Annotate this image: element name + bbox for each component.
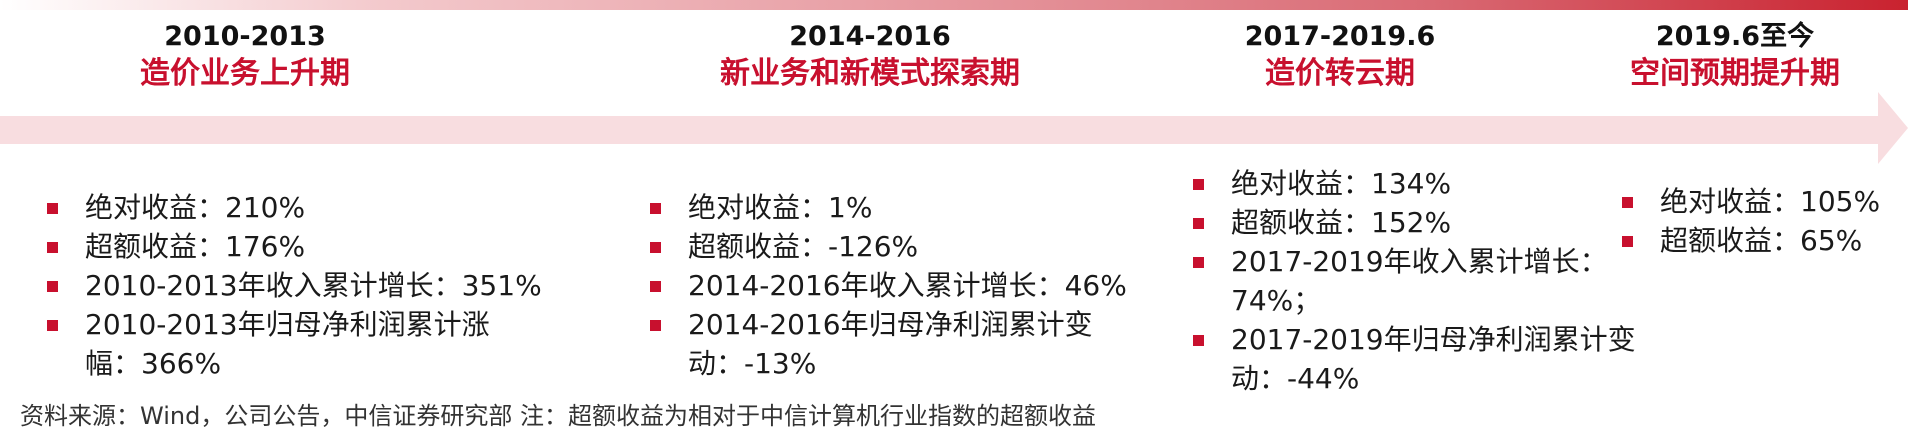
bullet-square-icon [1622,197,1633,208]
phase-bullets-3: 绝对收益：134% 超额收益：152% 2017-2019年收入累计增长：74%… [1193,164,1653,398]
list-item: 绝对收益：134% [1193,164,1653,203]
phase-header-4: 2019.6至今 空间预期提升期 [1615,20,1855,94]
phase-period: 2017-2019.6 [1244,21,1436,52]
bullet-square-icon [1193,335,1204,346]
bullet-square-icon [650,203,661,214]
phase-bullets-4: 绝对收益：105% 超额收益：65% [1622,182,1908,260]
bullet-square-icon [1193,218,1204,229]
phase-period: 2010-2013 [164,21,326,52]
list-item: 2010-2013年收入累计增长：351% [47,266,567,305]
list-item: 超额收益：65% [1622,221,1908,260]
bullet-square-icon [1193,179,1204,190]
phase-period: 2019.6至今 [1655,21,1815,52]
bullet-square-icon [47,281,58,292]
bullet-square-icon [650,242,661,253]
bullet-square-icon [650,281,661,292]
phase-bullets-2: 绝对收益：1% 超额收益：-126% 2014-2016年收入累计增长：46% … [650,188,1170,383]
phase-name: 新业务和新模式探索期 [720,56,1020,91]
list-item: 2014-2016年收入累计增长：46% [650,266,1170,305]
phase-name: 空间预期提升期 [1630,56,1840,91]
bullet-square-icon [1622,236,1633,247]
list-item: 超额收益：-126% [650,227,1170,266]
top-gradient-bar [0,0,1908,10]
list-item: 绝对收益：105% [1622,182,1908,221]
bullet-square-icon [47,320,58,331]
phase-name: 造价业务上升期 [140,56,350,91]
list-item: 2010-2013年归母净利润累计涨幅：366% [47,305,525,383]
phase-header-1: 2010-2013 造价业务上升期 [105,20,385,94]
bullet-square-icon [1193,257,1204,268]
list-item: 2017-2019年归母净利润累计变动：-44% [1193,320,1671,398]
source-note: 资料来源：Wind，公司公告，中信证券研究部 注：超额收益为相对于中信计算机行业… [20,402,1096,430]
list-item: 绝对收益：1% [650,188,1170,227]
timeline-arrow [0,92,1908,164]
bullet-square-icon [47,242,58,253]
bullet-square-icon [47,203,58,214]
list-item: 超额收益：152% [1193,203,1653,242]
list-item: 2014-2016年归母净利润累计变动：-13% [650,305,1128,383]
phase-header-3: 2017-2019.6 造价转云期 [1235,20,1445,94]
phase-header-2: 2014-2016 新业务和新模式探索期 [700,20,1040,94]
phase-name: 造价转云期 [1265,56,1415,91]
phase-bullets-1: 绝对收益：210% 超额收益：176% 2010-2013年收入累计增长：351… [47,188,567,383]
list-item: 2017-2019年收入累计增长：74%； [1193,242,1641,320]
list-item: 超额收益：176% [47,227,567,266]
bullet-square-icon [650,320,661,331]
phase-period: 2014-2016 [789,21,951,52]
list-item: 绝对收益：210% [47,188,567,227]
